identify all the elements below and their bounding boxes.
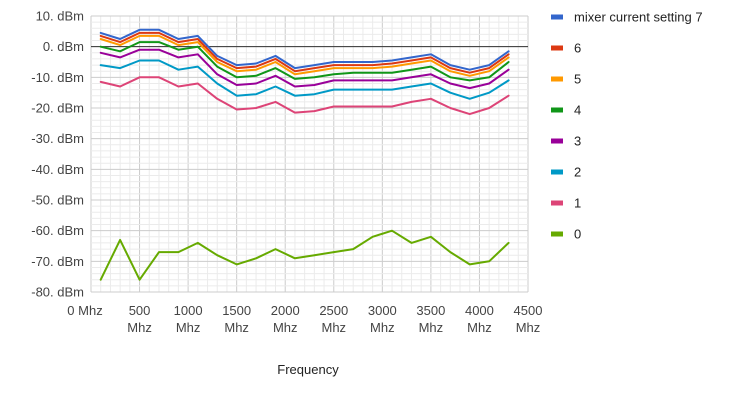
legend-label: 6 [574,41,581,56]
x-tick-unit-label: Mhz [419,320,444,335]
series-line-3 [99,48,510,90]
y-tick-label: -40. dBm [31,162,84,177]
grid [90,15,529,293]
y-tick-label: -80. dBm [31,285,84,300]
x-tick-unit-label: Mhz [273,320,298,335]
legend-swatch [551,76,563,82]
x-tick-label: 500 [129,303,151,318]
x-tick-label: 3500 [416,303,445,318]
x-tick-label: 4000 [465,303,494,318]
legend-label: mixer current setting 7 [574,10,703,25]
y-tick-label: -10. dBm [31,70,84,85]
x-tick-unit-label: Mhz [224,320,249,335]
x-tick-unit-label: Mhz [176,320,201,335]
x-tick-label: 3000 [368,303,397,318]
y-axis-tick-labels: 10. dBm 0. dBm -10. dBm -20. dBm -30. dBm -40… [31,9,84,300]
x-tick-unit-label: Mhz [467,320,492,335]
legend-label: 5 [574,72,581,87]
series-line-5 [99,34,510,77]
x-tick-unit-label: Mhz [370,320,395,335]
y-tick-label: -70. dBm [31,254,84,269]
legend-swatch [551,107,563,113]
series-line-mixer-current-setting-7 [99,28,510,71]
x-tick-unit-label: Mhz [516,320,541,335]
y-tick-label: 0. dBm [43,39,84,54]
x-axis-tick-labels: 0 Mhz 500 Mhz 1000 Mhz 1500 Mhz 2000 Mhz 2500 Mhz 3… [67,303,542,335]
legend-label: 1 [574,196,581,211]
x-axis-title: Frequency [277,362,339,377]
legend-swatch [551,45,563,51]
x-tick-unit-label: Mhz [321,320,346,335]
legend-label: 2 [574,165,581,180]
legend-label: 4 [574,103,581,118]
y-tick-label: -50. dBm [31,193,84,208]
series-line-4 [99,41,510,82]
legend-swatch [551,231,563,237]
series-line-0 [99,229,510,281]
legend: mixer current setting 7 6 5 4 3 2 1 0 [551,10,703,242]
x-tick-label: 0 Mhz [67,303,102,318]
x-tick-label: 2000 [271,303,300,318]
y-tick-label: -60. dBm [31,223,84,238]
legend-swatch [551,14,563,20]
legend-swatch [551,138,563,144]
x-tick-label: 4500 [514,303,543,318]
series-line-6 [99,31,510,74]
legend-label: 0 [574,227,581,242]
x-tick-unit-label: Mhz [127,320,152,335]
series-line-2 [99,59,510,100]
x-tick-label: 2500 [319,303,348,318]
legend-swatch [551,200,563,206]
x-tick-label: 1500 [222,303,251,318]
x-tick-label: 1000 [174,303,203,318]
series-lines [99,28,510,281]
y-tick-label: -30. dBm [31,131,84,146]
y-tick-label: -20. dBm [31,101,84,116]
legend-swatch [551,169,563,175]
series-line-1 [99,76,510,116]
legend-label: 3 [574,134,581,149]
y-tick-label: 10. dBm [36,9,84,24]
